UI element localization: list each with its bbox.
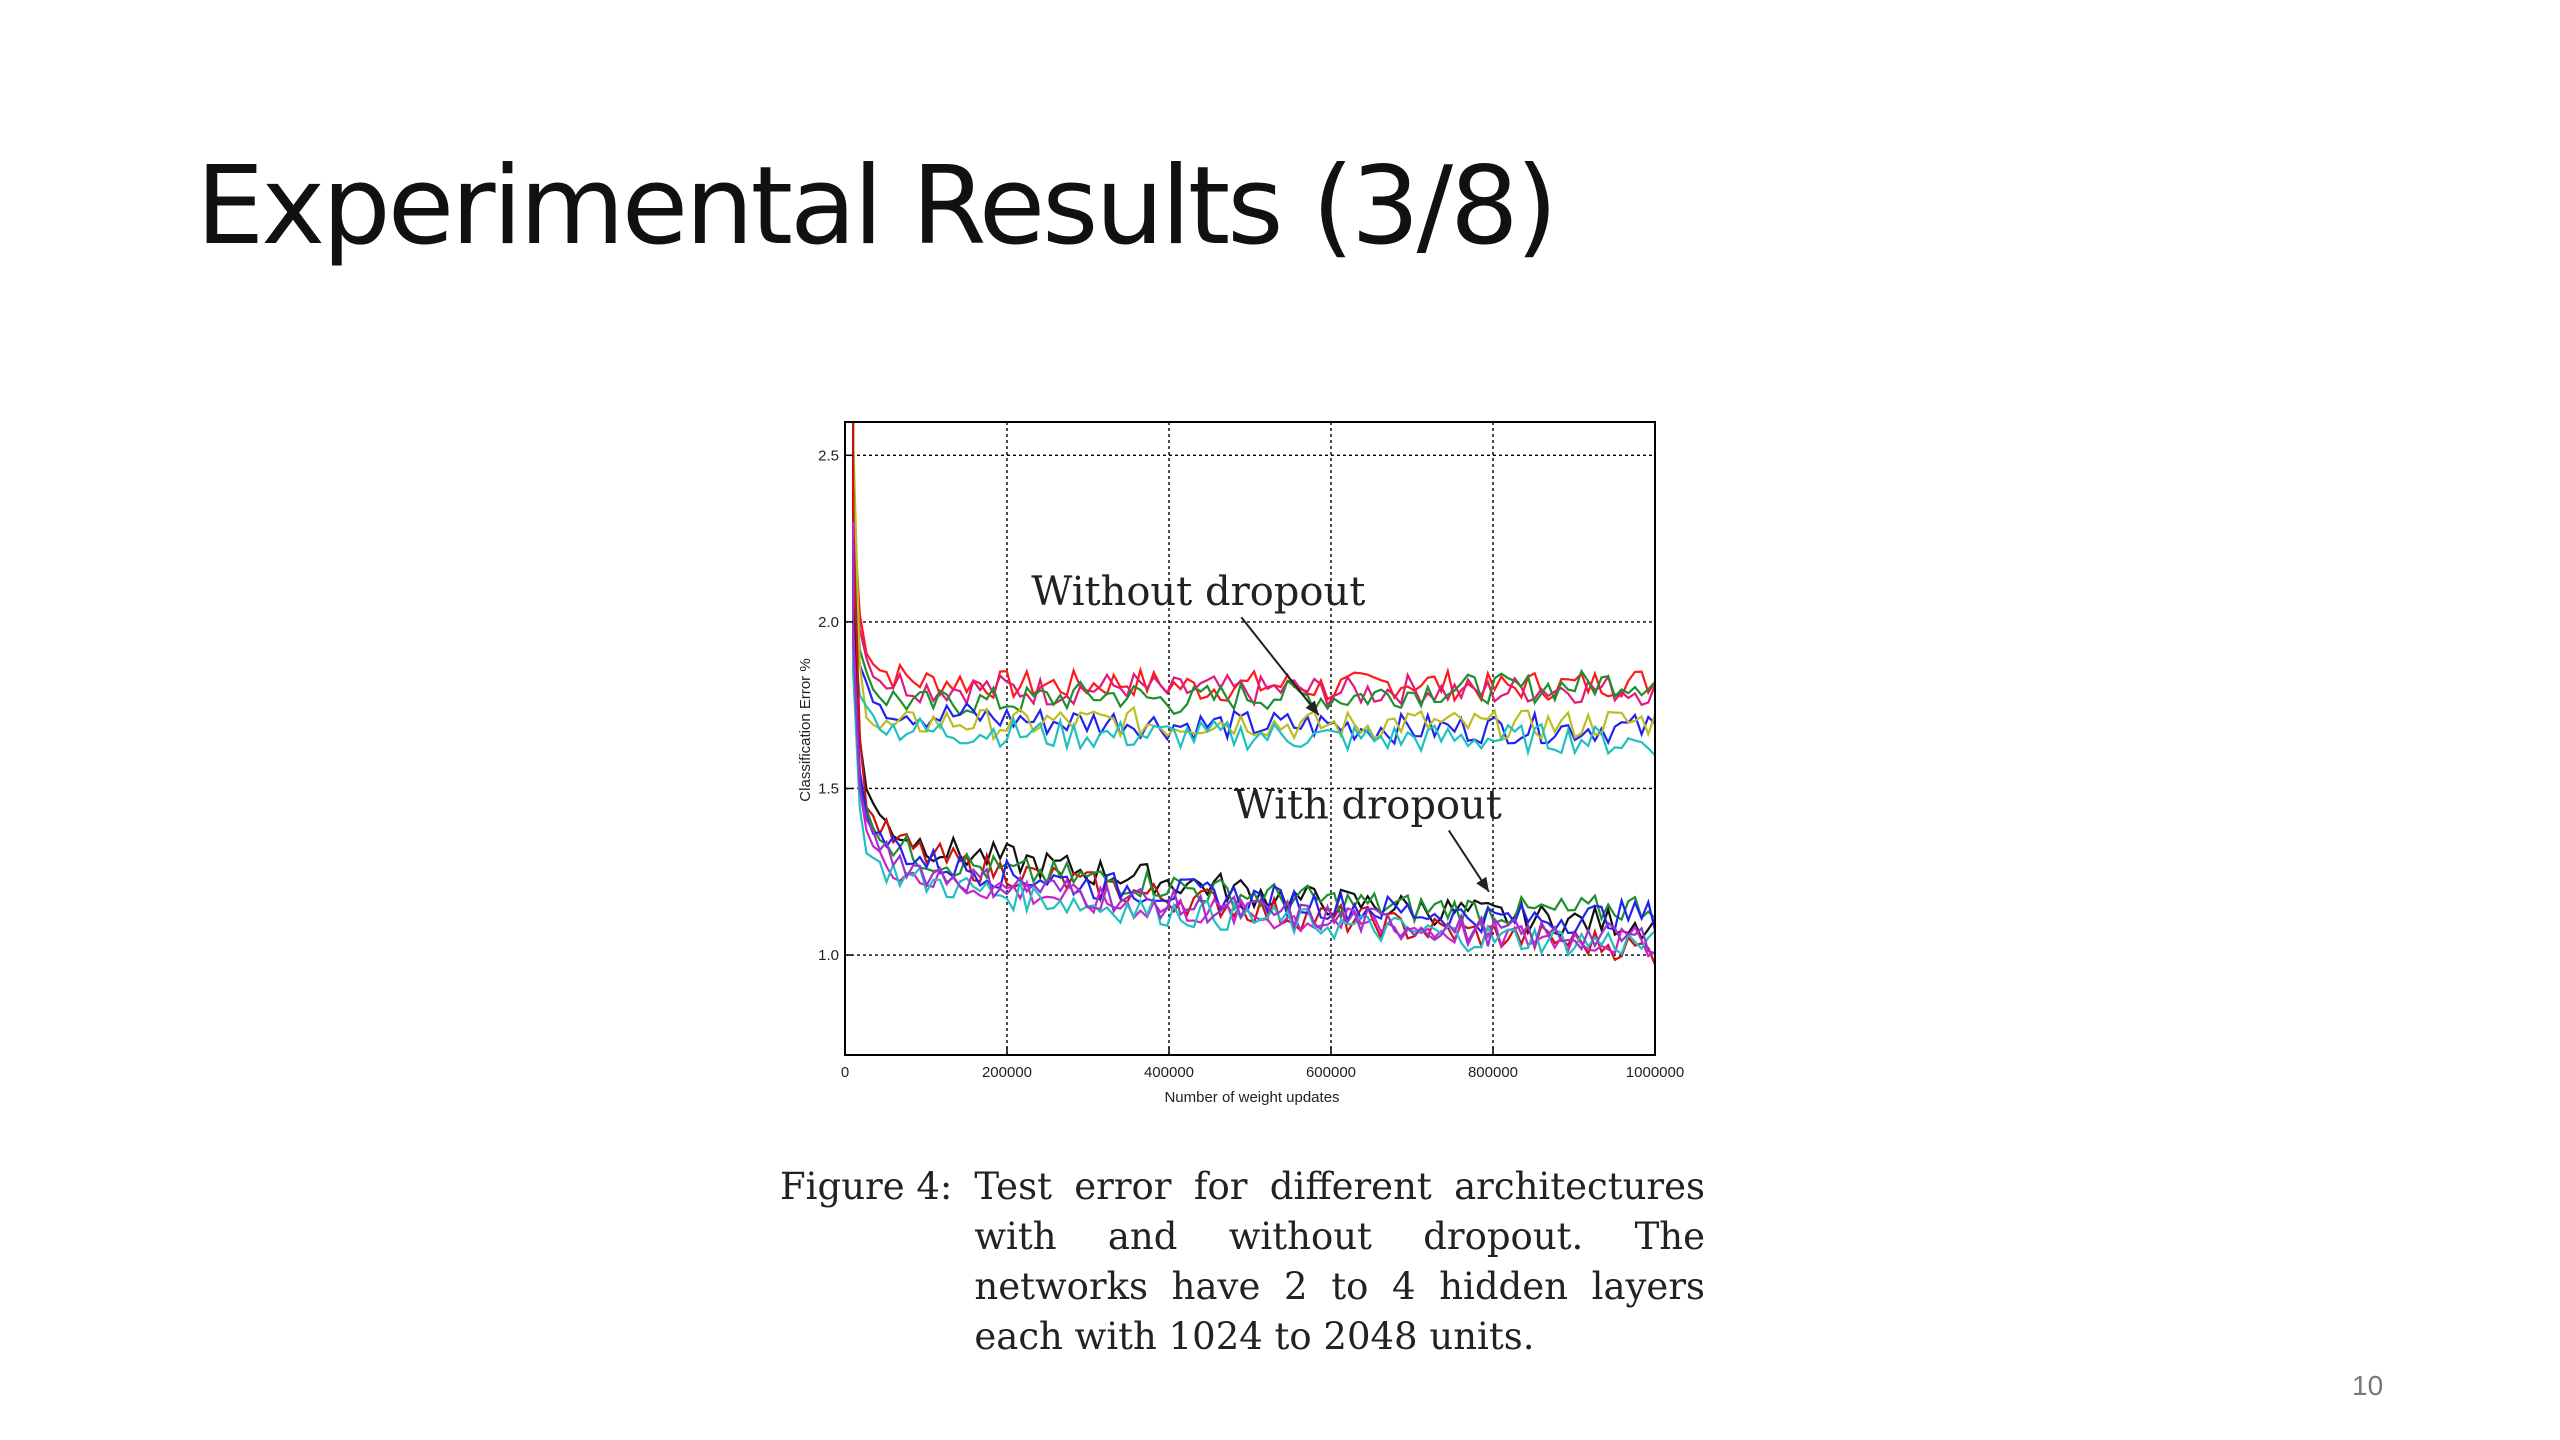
- slide-title: Experimental Results (3/8): [196, 144, 1558, 269]
- series-line-1: [852, 422, 1655, 703]
- x-tick-label: 600000: [1306, 1064, 1356, 1081]
- series-line-3: [852, 455, 1655, 717]
- y-tick-label: 1.5: [818, 780, 839, 797]
- series-line-6: [852, 521, 1655, 757]
- figure-label: Figure 4:: [780, 1165, 953, 1208]
- series-line-13: [852, 538, 1655, 955]
- annotation-label-1: Without dropout: [1031, 569, 1365, 615]
- x-tick-label: 200000: [982, 1064, 1032, 1081]
- line-chart: 0 200000 400000 600000 800000 1000000 1.0 1.5 2.…: [797, 421, 1684, 1106]
- series-line-4: [852, 488, 1655, 746]
- y-tick-label: 2.0: [818, 614, 839, 631]
- series-line-5: [852, 422, 1655, 742]
- grid: [845, 422, 1655, 1055]
- series-line-12: [852, 571, 1655, 958]
- series-line-10: [852, 538, 1655, 935]
- page-number: 10: [2352, 1370, 2384, 1401]
- y-tick-label: 1.0: [818, 947, 839, 964]
- x-tick-label: 400000: [1144, 1064, 1194, 1081]
- figure-caption: Figure 4: Test error for different archi…: [780, 1162, 1705, 1362]
- annotation-arrowhead-1: [1305, 700, 1319, 716]
- caption-text: Test error for different architectures w…: [974, 1165, 1705, 1358]
- annotation-label-2: With dropout: [1234, 782, 1502, 828]
- x-tick-label: 0: [841, 1064, 849, 1081]
- x-axis-label: Number of weight updates: [1164, 1089, 1339, 1106]
- annotations: Without dropout With dropout: [1031, 569, 1502, 893]
- annotation-arrowhead-2: [1476, 876, 1489, 892]
- series-line-2: [852, 422, 1655, 708]
- x-tick-label: 800000: [1468, 1064, 1518, 1081]
- series-line-11: [852, 521, 1655, 958]
- x-tick-label: 1000000: [1626, 1064, 1684, 1081]
- plot-border: [844, 421, 1656, 1056]
- series-line-9: [852, 555, 1655, 929]
- annotation-arrow-1: [1240, 616, 1320, 716]
- y-axis-label: Classification Error %: [797, 658, 814, 801]
- series-layer: [852, 422, 1655, 966]
- y-tick-label: 2.5: [818, 447, 839, 464]
- series-line-8: [852, 422, 1655, 966]
- ticks: 0 200000 400000 600000 800000 1000000 1.0 1.5 2.…: [818, 447, 1684, 1081]
- chart: 0 200000 400000 600000 800000 1000000 1.0 1.5 2.…: [770, 400, 1710, 1120]
- plot-frame: [844, 421, 1656, 1056]
